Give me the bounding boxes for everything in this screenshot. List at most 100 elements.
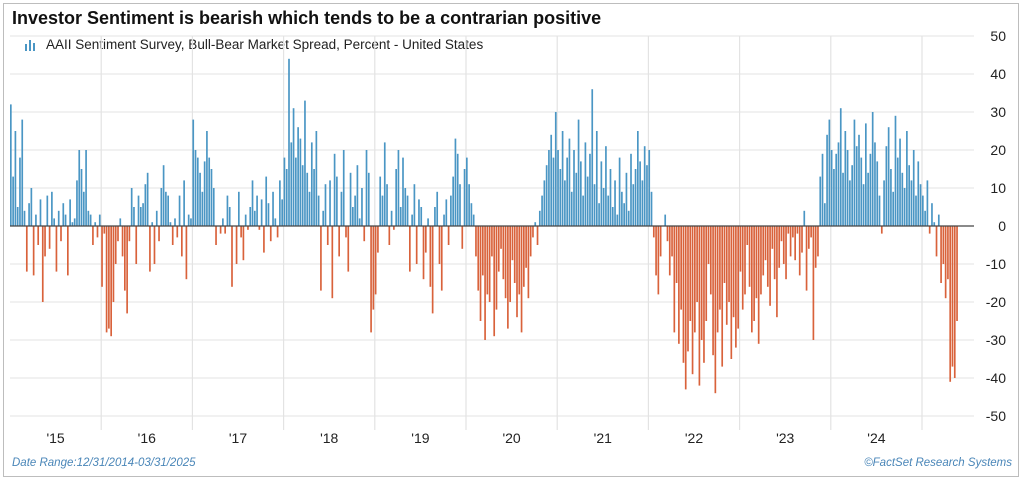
data-bar <box>388 226 391 245</box>
data-bar <box>789 226 792 257</box>
data-bar <box>349 172 352 226</box>
data-bar <box>82 191 85 226</box>
data-bar <box>126 226 128 314</box>
x-tick-label: '21 <box>594 430 612 446</box>
data-bar <box>646 165 648 226</box>
legend-series-label: AAII Sentiment Survey, Bull-Bear Market … <box>46 37 484 52</box>
data-bar <box>666 226 669 242</box>
data-bar <box>739 226 742 272</box>
data-bar <box>272 191 274 226</box>
data-bar <box>812 226 815 340</box>
data-bar <box>372 226 375 310</box>
data-bar <box>561 131 564 226</box>
data-bar <box>481 226 484 276</box>
data-bar <box>894 115 897 226</box>
data-bar <box>249 207 252 226</box>
data-bar <box>121 226 124 257</box>
data-bar <box>607 195 610 226</box>
data-bar <box>67 226 69 276</box>
data-bar <box>304 100 306 226</box>
data-bar <box>62 203 65 226</box>
data-bar <box>51 191 53 226</box>
data-bar <box>869 153 872 226</box>
data-bar <box>534 222 537 226</box>
x-tick-label: '22 <box>685 430 703 446</box>
data-bar <box>593 184 596 226</box>
data-bar <box>165 191 167 226</box>
data-bar <box>805 226 808 291</box>
data-bar <box>937 214 940 226</box>
x-tick-label: '16 <box>138 430 156 446</box>
data-bar <box>409 226 411 272</box>
y-tick-label: -40 <box>986 370 1006 386</box>
data-bar <box>935 226 938 257</box>
data-bar <box>315 131 318 226</box>
data-bar <box>434 207 436 226</box>
data-bar <box>865 123 867 226</box>
data-bar <box>899 138 901 226</box>
data-bar <box>44 226 46 257</box>
data-bar <box>215 226 217 245</box>
data-bar <box>438 226 441 264</box>
data-bar <box>737 226 739 329</box>
data-bar <box>871 112 874 226</box>
data-bar <box>675 226 678 283</box>
data-bar <box>244 214 247 226</box>
data-bar <box>810 226 812 238</box>
data-bar <box>12 176 14 226</box>
data-bar <box>548 150 550 226</box>
data-bar <box>823 203 826 226</box>
data-bar <box>773 226 776 280</box>
data-bar <box>725 226 728 325</box>
data-bar <box>910 180 913 226</box>
data-bar <box>680 226 682 310</box>
data-bar <box>235 226 238 264</box>
data-bar <box>162 165 165 226</box>
data-bar <box>741 226 744 310</box>
data-bar <box>582 195 584 226</box>
data-bar <box>381 195 384 226</box>
data-bar <box>755 226 758 299</box>
data-bar <box>356 165 359 226</box>
data-bar <box>554 112 557 226</box>
data-bar <box>269 226 272 242</box>
data-bar <box>630 153 632 226</box>
x-tick-label: '23 <box>776 430 794 446</box>
data-bar <box>25 226 28 272</box>
data-bar <box>48 226 51 249</box>
data-bar <box>30 188 33 226</box>
data-bar <box>632 184 635 226</box>
data-bar <box>98 214 101 226</box>
data-bar <box>411 214 413 226</box>
data-bar <box>541 195 543 226</box>
data-bar <box>577 119 580 226</box>
data-bar <box>354 195 356 226</box>
data-bar <box>589 153 591 226</box>
data-bar <box>247 226 249 230</box>
data-bar <box>712 226 714 356</box>
data-bar <box>73 218 76 226</box>
data-bar <box>842 172 844 226</box>
data-bar <box>169 222 172 226</box>
data-bar <box>206 131 208 226</box>
data-bar <box>746 226 749 245</box>
y-tick-label: -20 <box>986 294 1006 310</box>
data-bar <box>429 226 432 287</box>
data-bar <box>32 226 35 276</box>
data-bar <box>591 89 594 226</box>
data-bar <box>851 165 853 226</box>
data-bar <box>468 184 470 226</box>
data-bar <box>858 134 860 226</box>
data-bar <box>253 210 256 226</box>
data-bar <box>295 157 297 226</box>
data-bar <box>497 226 500 272</box>
data-bar <box>28 203 30 226</box>
data-bar <box>901 172 904 226</box>
data-bar <box>627 210 630 226</box>
data-bar <box>110 226 112 337</box>
data-bar <box>787 226 790 234</box>
y-tick-label: -10 <box>986 256 1006 272</box>
x-tick-label: '19 <box>411 430 429 446</box>
y-tick-label: 30 <box>990 104 1006 120</box>
data-bar <box>320 226 322 291</box>
